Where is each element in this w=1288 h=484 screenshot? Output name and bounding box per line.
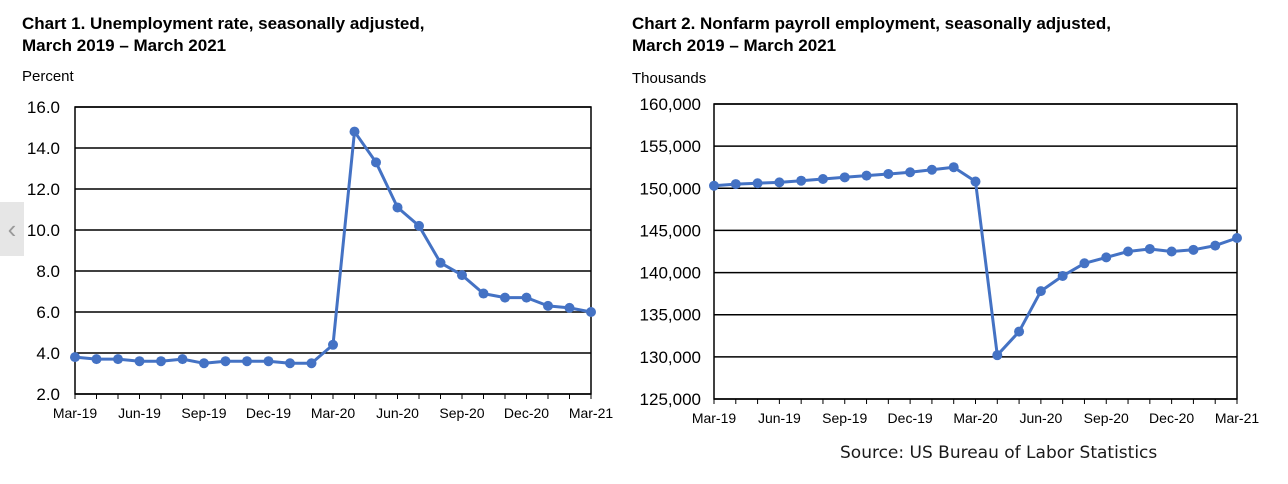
chart2-data-point [1166,246,1177,257]
chart2-x-tick-label: Jun-19 [758,410,801,426]
chart2-data-point [839,172,850,183]
chart1-data-point [263,356,274,367]
chart1-data-point [134,356,145,367]
chart2-y-tick-label: 150,000 [640,179,701,198]
chart2-data-point [1014,326,1025,337]
chart2-y-tick-label: 135,000 [640,306,701,325]
chart2-data-point [948,162,959,173]
chart1-data-point [349,126,360,137]
chart1-data-point [285,358,295,369]
chart2-title-line1: Chart 2. Nonfarm payroll employment, sea… [632,14,1111,33]
chart1-data-point [177,354,188,365]
chart1-x-tick-label: Mar-21 [569,405,614,421]
chart2-y-tick-label: 125,000 [640,390,701,409]
chart1-data-point [521,292,532,303]
chart1-x-tick-label: Dec-19 [246,405,291,421]
chart2-data-point [1232,233,1242,244]
chart1-data-point [392,202,403,213]
chart2-title-line2: March 2019 – March 2021 [632,36,837,55]
chart2-data-point [970,176,981,187]
chart1-data-point [199,358,209,369]
chart2-nonfarm-payroll: 125,000 130,000 135,000 140,000 145,000 150,0… [640,95,1260,426]
chart1-data-point [242,356,252,367]
chart2-data-point [730,179,741,190]
chart1-x-tick-label: Jun-20 [376,405,419,421]
chart2-series-line [713,165,1238,357]
chart2-x-tick-label: Dec-20 [1149,410,1194,426]
chart2-y-tick-label: 140,000 [640,264,701,283]
chart2-y-unit-label: Thousands [632,70,707,87]
chart2-data-point [774,177,785,188]
chart2-y-tick-label: 145,000 [640,221,701,240]
chart2-data-point [1123,246,1134,257]
chart1-data-point [457,270,467,281]
chart2-x-tick-label: Jun-20 [1019,410,1062,426]
chart1-data-point [564,302,575,313]
chart1-y-tick-label: 8.0 [36,262,60,281]
chart2-data-point [752,178,763,189]
chart1-title-line2: March 2019 – March 2021 [22,36,227,55]
chart2-x-tick-label: Mar-19 [692,410,737,426]
chart1-unemployment-rate: 2.0 4.0 6.0 8.0 10.0 12.0 14.0 16.0 Mar-19 Jun-19… [27,98,614,421]
chart2-data-point [992,350,1003,361]
chart2-data-point [796,175,807,186]
chart2-data-point [905,167,916,178]
chart2-data-point [1144,243,1155,254]
chart1-y-tick-label: 6.0 [36,303,60,322]
chart2-y-tick-label: 160,000 [640,95,701,114]
chart1-data-point [113,354,123,365]
chart1-data-point [435,257,446,268]
chart1-data-point [478,288,489,299]
chart1-data-point [70,352,80,363]
chart1-data-point [543,300,553,311]
chart2-x-tick-label: Dec-19 [888,410,933,426]
chart2-data-point [861,170,872,181]
chart1-y-tick-label: 12.0 [27,180,60,199]
chart1-x-tick-label: Sep-19 [181,405,226,421]
chart1-y-tick-label: 10.0 [27,221,60,240]
chart2-data-point [709,180,719,191]
chart1-x-tick-label: Mar-20 [311,405,356,421]
chart1-x-tick-label: Sep-20 [439,405,484,421]
chart1-data-point [500,292,510,303]
chart1-data-point [371,157,381,168]
chart2-x-tick-label: Mar-20 [953,410,998,426]
chart1-x-tick-label: Dec-20 [504,405,549,421]
chart2-x-tick-label: Mar-21 [1215,410,1260,426]
chart2-y-tick-label: 155,000 [640,137,701,156]
chart2-data-point [1188,244,1199,255]
chart1-y-tick-label: 14.0 [27,139,60,158]
chart2-data-point [1101,252,1112,263]
chart2-data-point [1035,286,1046,297]
chart1-y-tick-label: 16.0 [27,98,60,117]
chart1-y-tick-label: 2.0 [36,385,60,404]
chevron-left-icon[interactable]: ‹ [0,202,24,256]
chart2-x-tick-label: Sep-19 [822,410,867,426]
chart1-data-point [306,358,317,369]
chart2-data-point [926,164,937,175]
chart1-y-tick-label: 4.0 [36,344,60,363]
chart1-data-point [414,220,424,231]
chart2-data-point [1079,258,1090,269]
chart2-data-point [817,174,828,185]
chart1-x-tick-label: Jun-19 [118,405,161,421]
chart2-y-tick-label: 130,000 [640,348,701,367]
chart2-data-point [1210,240,1221,251]
chart1-data-point [220,356,231,367]
chart1-data-point [586,307,596,317]
chart1-y-unit-label: Percent [22,68,74,85]
chart1-data-point [328,339,338,350]
chart1-title-line1: Chart 1. Unemployment rate, seasonally a… [22,14,425,33]
chart1-data-point [91,354,102,365]
chart1-x-tick-label: Mar-19 [53,405,98,421]
chart2-x-tick-label: Sep-20 [1084,410,1129,426]
chart1-data-point [156,356,166,367]
chart2-data-point [883,168,894,179]
source-note: Source: US Bureau of Labor Statistics [840,443,1158,463]
chart2-data-point [1057,270,1068,281]
